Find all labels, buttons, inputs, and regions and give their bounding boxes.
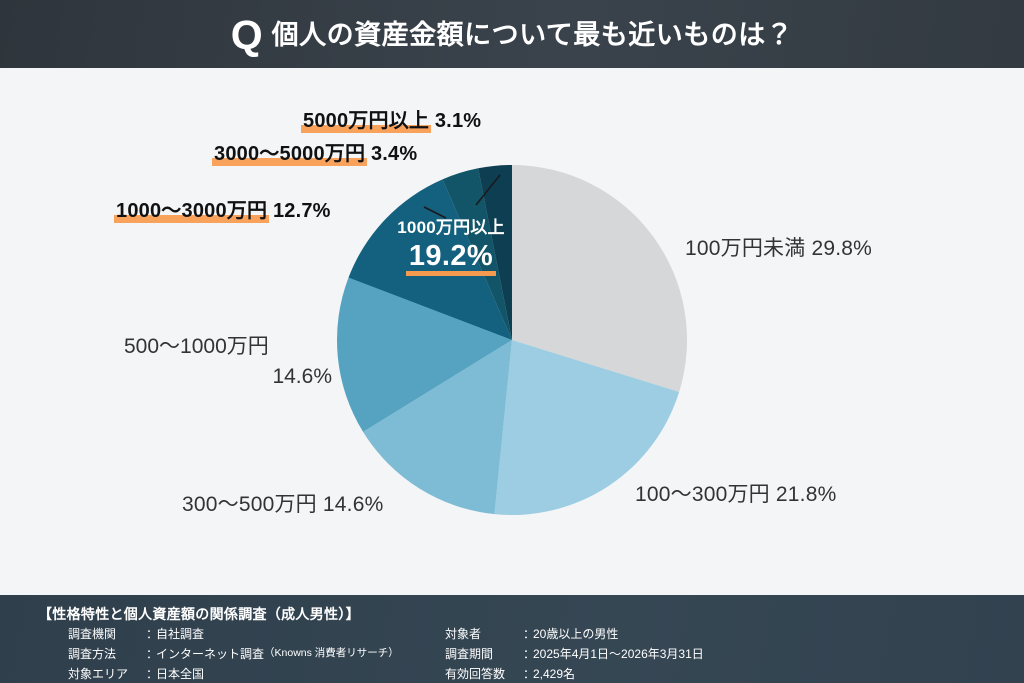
label-1000-3000man-name: 1000〜3000万円 <box>113 200 270 223</box>
meta-sep: ： <box>146 666 159 681</box>
pie-slice <box>494 340 680 515</box>
label-100man-miman: 100万円未満 29.8% <box>685 237 872 261</box>
meta-value: インターネット調査 <box>156 646 265 661</box>
meta-key: 対象エリア <box>68 666 129 681</box>
meta-value: 20歳以上の男性 <box>533 627 619 641</box>
pie-slice <box>512 165 687 392</box>
meta-value: 自社調査 <box>156 627 205 641</box>
label-5000man-ijou-value: 3.1% <box>434 110 482 132</box>
pie-slice <box>442 168 512 340</box>
label-5000man-ijou-name: 5000万円以上 <box>300 110 432 133</box>
pie-slice <box>363 340 512 515</box>
survey-meta-row: 調査期間 ： 2025年4月1日〜2026年3月31日 <box>445 645 704 665</box>
label-1000-3000man-value: 12.7% <box>272 200 331 222</box>
footer-bar: 【性格特性と個人資産額の関係調査（成人男性）】 調査機関 ： 自社調査 調査方法… <box>0 595 1024 683</box>
survey-meta-left: 調査機関 ： 自社調査 調査方法 ： インターネット調査 （Knowns 消費者… <box>68 625 399 683</box>
label-100man-miman-value: 29.8% <box>811 237 873 260</box>
label-300-500man-name: 300〜500万円 <box>182 493 317 516</box>
highlight-callout-value: 19.2% <box>405 240 497 276</box>
label-3000-5000man: 3000〜5000万円 3.4% <box>211 143 418 166</box>
page-title: 個人の資産金額について最も近いものは？ <box>271 19 794 50</box>
label-500-1000man-name: 500〜1000万円 <box>124 335 269 358</box>
meta-key: 調査方法 <box>68 646 117 661</box>
pie-chart <box>337 165 687 515</box>
highlight-callout-label: 1000万円以上 <box>397 218 505 237</box>
header-bar: Q 個人の資産金額について最も近いものは？ <box>0 0 1024 68</box>
meta-sep: ： <box>523 666 536 681</box>
label-3000-5000man-name: 3000〜5000万円 <box>211 143 368 166</box>
question-mark-icon: Q <box>230 11 263 58</box>
label-5000man-ijou: 5000万円以上 3.1% <box>300 110 482 133</box>
meta-value: 2,429名 <box>533 666 576 681</box>
highlight-callout: 1000万円以上 19.2% <box>380 213 522 276</box>
label-3000-5000man-value: 3.4% <box>370 143 418 165</box>
survey-meta-row: 対象者 ： 20歳以上の男性 <box>445 625 704 645</box>
meta-key: 対象者 <box>445 627 482 641</box>
survey-meta-row: 調査機関 ： 自社調査 <box>68 625 399 645</box>
meta-key: 調査期間 <box>445 646 494 661</box>
label-500-1000man-value: 14.6% <box>272 365 332 389</box>
survey-meta-row: 調査方法 ： インターネット調査 （Knowns 消費者リサーチ） <box>68 645 399 665</box>
meta-key: 調査機関 <box>68 627 117 641</box>
survey-meta-right: 対象者 ： 20歳以上の男性 調査期間 ： 2025年4月1日〜2026年3月3… <box>445 625 704 683</box>
meta-key: 有効回答数 <box>445 666 506 681</box>
label-100-300man-name: 100〜300万円 <box>635 483 770 506</box>
meta-sep: ： <box>523 627 536 641</box>
meta-value-sub: （Knowns 消費者リサーチ） <box>264 646 399 659</box>
header-inner: Q 個人の資産金額について最も近いものは？ <box>0 0 1024 68</box>
survey-title: 【性格特性と個人資産額の関係調査（成人男性）】 <box>38 606 360 622</box>
meta-sep: ： <box>523 646 536 661</box>
label-100man-miman-name: 100万円未満 <box>685 237 806 260</box>
leader-line-5000over <box>475 174 501 206</box>
survey-meta-row: 対象エリア ： 日本全国 <box>68 665 399 683</box>
meta-sep: ： <box>146 646 159 661</box>
label-300-500man-value: 14.6% <box>322 493 384 516</box>
label-100-300man: 100〜300万円 21.8% <box>635 483 836 507</box>
label-500-1000man: 500〜1000万円 14.6% <box>124 332 332 393</box>
survey-meta-row: 有効回答数 ： 2,429名 <box>445 665 704 683</box>
pie-slice-group <box>337 165 687 515</box>
label-1000-3000man: 1000〜3000万円 12.7% <box>113 200 331 223</box>
meta-value: 日本全国 <box>156 666 205 681</box>
pie-slice <box>478 165 512 340</box>
meta-value: 2025年4月1日〜2026年3月31日 <box>533 646 704 661</box>
label-300-500man: 300〜500万円 14.6% <box>182 493 383 517</box>
meta-sep: ： <box>146 627 159 641</box>
pie-slice <box>337 277 512 432</box>
leader-line-3000to5000 <box>423 206 447 219</box>
label-100-300man-value: 21.8% <box>775 483 837 506</box>
pie-slice <box>348 179 512 340</box>
chart-area: 1000万円以上 19.2% 5000万円以上 3.1% 3000〜5000万円… <box>0 68 1024 648</box>
